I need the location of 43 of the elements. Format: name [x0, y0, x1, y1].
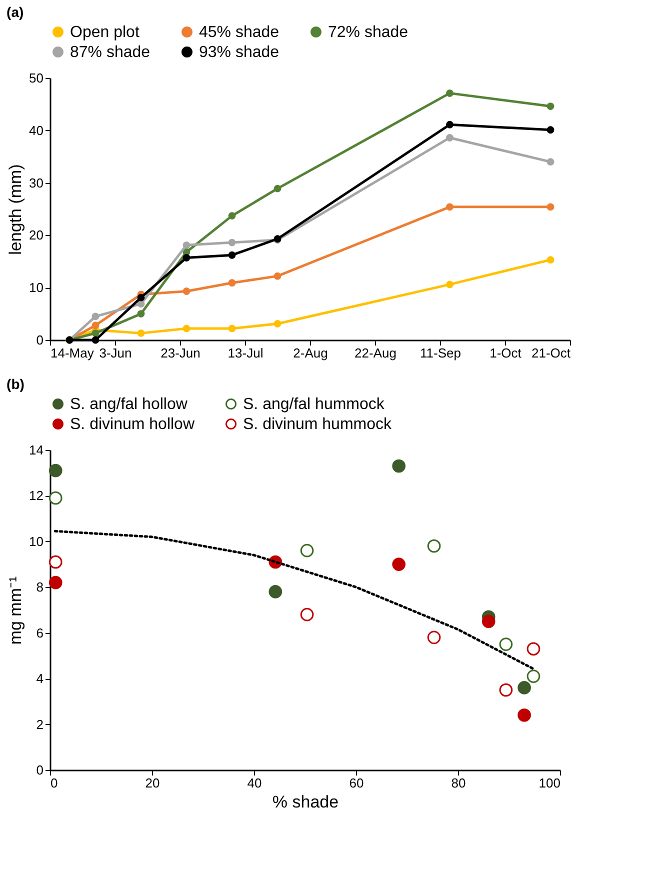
legend-label: 45% shade — [199, 24, 280, 41]
y-tick-label: 50 — [29, 70, 44, 86]
legend-label: Open plot — [70, 24, 140, 41]
legend-label: 72% shade — [328, 24, 408, 41]
y-tick-label: 10 — [29, 534, 44, 549]
x-tick-label: 2-Aug — [293, 346, 328, 360]
legend-label: S. divinum hollow — [70, 416, 195, 433]
y-tick-label: 0 — [36, 332, 44, 348]
x-tick-label: 13-Jul — [228, 346, 264, 360]
y-axis-title: length (mm) — [6, 164, 26, 255]
x-tick-label: 0 — [50, 776, 58, 790]
x-tick-label: 21-Oct — [531, 346, 571, 360]
legend-label: S. divinum hummock — [243, 416, 392, 433]
x-axis-title: % shade — [272, 792, 339, 812]
y-tick-label: 6 — [36, 625, 44, 640]
y-tick-label: 4 — [36, 671, 44, 686]
x-tick-label: 3-Jun — [99, 346, 132, 360]
y-tick-label: 40 — [29, 122, 44, 138]
legend-label: S. ang/fal hummock — [243, 396, 386, 413]
x-tick-label: 23-Jun — [160, 346, 200, 360]
x-tick-label: 14-May — [50, 346, 94, 360]
y-tick-label: 0 — [36, 762, 44, 778]
legend-label: 87% shade — [70, 44, 150, 61]
y-tick-label: 2 — [36, 716, 44, 732]
x-tick-label: 1-Oct — [490, 346, 522, 360]
y-tick-label: 30 — [29, 175, 44, 190]
x-tick-label: 60 — [349, 776, 364, 790]
y-axis-title: mg mm⁻¹ — [6, 576, 26, 645]
y-tick-label: 20 — [29, 228, 44, 243]
x-tick-label: 80 — [451, 776, 466, 790]
x-tick-label: 11-Sep — [420, 346, 461, 360]
x-tick-label: 40 — [247, 776, 262, 790]
legend-label: S. ang/fal hollow — [70, 396, 188, 413]
y-tick-label: 12 — [29, 488, 44, 504]
chart-title: (b) — [6, 376, 24, 392]
legend-label: 93% shade — [199, 44, 280, 61]
x-tick-label: 20 — [145, 776, 160, 790]
y-tick-label: 14 — [29, 442, 44, 458]
y-tick-label: 10 — [29, 280, 44, 296]
y-tick-label: 8 — [36, 580, 44, 595]
chart-title: (a) — [6, 4, 24, 20]
x-tick-label: 22-Aug — [354, 346, 396, 360]
x-tick-label: 100 — [538, 776, 560, 790]
